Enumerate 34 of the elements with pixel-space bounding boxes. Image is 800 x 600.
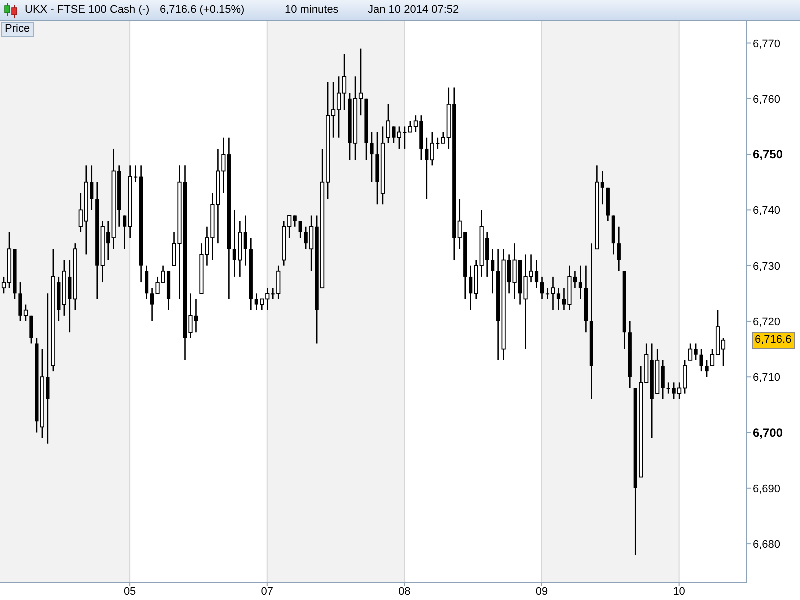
x-tick-label: 08 <box>398 586 411 598</box>
text: Jan 10 2014 07:52 <box>368 4 460 16</box>
x-tick-label: 10 <box>673 586 686 598</box>
text: 10 minutes <box>285 4 339 16</box>
candlestick <box>540 276 544 300</box>
y-tick-label: 6,770 <box>753 38 781 50</box>
candlestick <box>578 265 583 300</box>
y-tick-label: 6,740 <box>753 205 781 218</box>
y-tick-label: 6,760 <box>753 94 781 106</box>
candlestick <box>700 348 704 372</box>
y-tick-label: 6,730 <box>753 260 781 273</box>
y-axis-title: Price <box>5 23 30 35</box>
candlestick <box>600 170 604 206</box>
chart-subtitle: 6,716.6 (+0.15%) <box>160 4 245 16</box>
candlestick <box>617 226 621 272</box>
candlestick <box>244 215 248 266</box>
y-tick-label: 6,750 <box>753 148 784 162</box>
candlestick <box>425 137 429 200</box>
y-tick-label: 6,700 <box>753 426 784 440</box>
candlestick <box>469 265 473 311</box>
candlestick <box>123 215 127 250</box>
candlestick <box>491 248 495 294</box>
x-tick-label: 09 <box>536 586 548 598</box>
y-tick-label: 6,680 <box>753 539 781 552</box>
chart-title: UKX - FTSE 100 Cash (-) <box>25 4 150 16</box>
candlestick <box>661 360 665 400</box>
y-tick-label: 6,720 <box>753 316 781 328</box>
candlestick <box>145 265 149 300</box>
y-tick-label: 6,690 <box>753 483 781 496</box>
candlestick <box>666 382 670 394</box>
x-tick-label: 07 <box>261 586 274 598</box>
x-tick-label: 05 <box>124 586 136 598</box>
y-tick-label: 6,710 <box>753 372 781 384</box>
text: 6,716.6 <box>755 334 792 346</box>
